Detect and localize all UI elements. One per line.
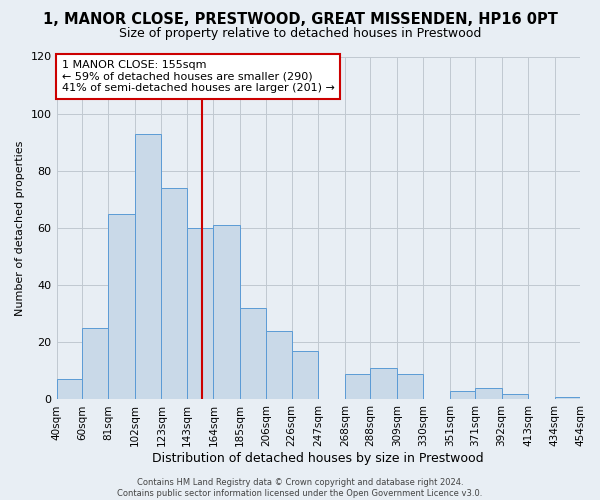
Bar <box>161 188 187 400</box>
Bar <box>240 308 266 400</box>
Bar <box>187 228 214 400</box>
Bar <box>82 328 109 400</box>
Text: 1, MANOR CLOSE, PRESTWOOD, GREAT MISSENDEN, HP16 0PT: 1, MANOR CLOSE, PRESTWOOD, GREAT MISSEND… <box>43 12 557 28</box>
Bar <box>109 214 135 400</box>
X-axis label: Distribution of detached houses by size in Prestwood: Distribution of detached houses by size … <box>152 452 484 465</box>
Bar <box>555 396 580 400</box>
Bar <box>214 225 240 400</box>
Bar <box>135 134 161 400</box>
Bar <box>397 374 423 400</box>
Bar <box>502 394 528 400</box>
Bar <box>266 331 292 400</box>
Bar <box>475 388 502 400</box>
Bar <box>56 380 82 400</box>
Bar <box>450 391 475 400</box>
Y-axis label: Number of detached properties: Number of detached properties <box>15 140 25 316</box>
Text: Contains HM Land Registry data © Crown copyright and database right 2024.
Contai: Contains HM Land Registry data © Crown c… <box>118 478 482 498</box>
Bar <box>292 351 318 400</box>
Bar <box>345 374 370 400</box>
Text: 1 MANOR CLOSE: 155sqm
← 59% of detached houses are smaller (290)
41% of semi-det: 1 MANOR CLOSE: 155sqm ← 59% of detached … <box>62 60 335 93</box>
Text: Size of property relative to detached houses in Prestwood: Size of property relative to detached ho… <box>119 28 481 40</box>
Bar <box>370 368 397 400</box>
